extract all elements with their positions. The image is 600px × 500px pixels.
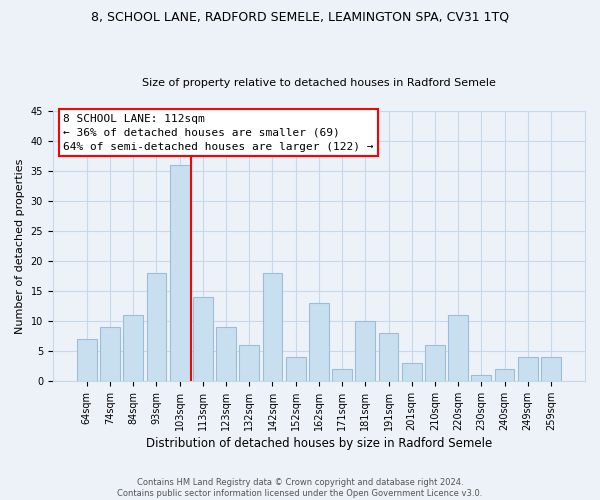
Bar — [100, 327, 120, 381]
Bar — [518, 357, 538, 381]
Bar — [355, 321, 375, 381]
X-axis label: Distribution of detached houses by size in Radford Semele: Distribution of detached houses by size … — [146, 437, 492, 450]
Bar — [77, 339, 97, 381]
Bar — [309, 303, 329, 381]
Y-axis label: Number of detached properties: Number of detached properties — [15, 158, 25, 334]
Bar — [170, 165, 190, 381]
Bar — [448, 315, 468, 381]
Bar — [146, 273, 166, 381]
Bar — [379, 333, 398, 381]
Bar — [239, 345, 259, 381]
Text: 8 SCHOOL LANE: 112sqm
← 36% of detached houses are smaller (69)
64% of semi-deta: 8 SCHOOL LANE: 112sqm ← 36% of detached … — [64, 114, 374, 152]
Bar — [494, 369, 514, 381]
Bar — [216, 327, 236, 381]
Title: Size of property relative to detached houses in Radford Semele: Size of property relative to detached ho… — [142, 78, 496, 88]
Bar — [193, 297, 213, 381]
Text: Contains HM Land Registry data © Crown copyright and database right 2024.
Contai: Contains HM Land Registry data © Crown c… — [118, 478, 482, 498]
Bar — [472, 375, 491, 381]
Bar — [124, 315, 143, 381]
Text: 8, SCHOOL LANE, RADFORD SEMELE, LEAMINGTON SPA, CV31 1TQ: 8, SCHOOL LANE, RADFORD SEMELE, LEAMINGT… — [91, 10, 509, 23]
Bar — [541, 357, 561, 381]
Bar — [425, 345, 445, 381]
Bar — [286, 357, 305, 381]
Bar — [332, 369, 352, 381]
Bar — [263, 273, 283, 381]
Bar — [402, 363, 422, 381]
